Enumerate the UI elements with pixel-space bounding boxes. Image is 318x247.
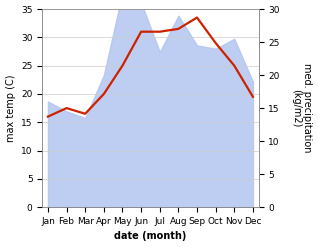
Y-axis label: med. precipitation
(kg/m2): med. precipitation (kg/m2) [291, 63, 313, 153]
X-axis label: date (month): date (month) [114, 231, 187, 242]
Y-axis label: max temp (C): max temp (C) [5, 74, 16, 142]
